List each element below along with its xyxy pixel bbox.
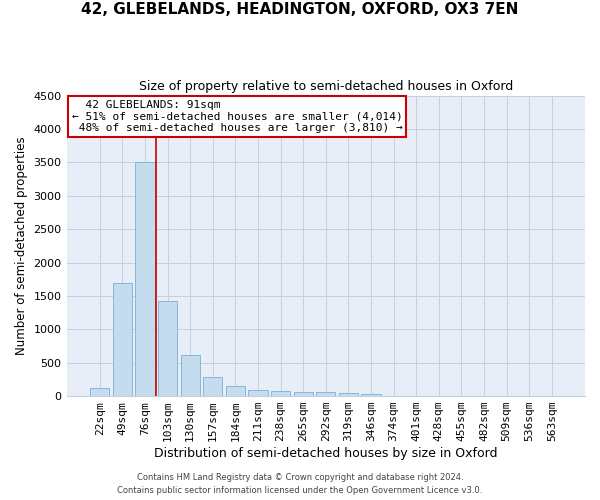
X-axis label: Distribution of semi-detached houses by size in Oxford: Distribution of semi-detached houses by …	[154, 447, 497, 460]
Bar	[339, 394, 358, 396]
Bar	[248, 390, 268, 396]
Bar	[271, 390, 290, 396]
Bar	[316, 392, 335, 396]
Text: 42, GLEBELANDS, HEADINGTON, OXFORD, OX3 7EN: 42, GLEBELANDS, HEADINGTON, OXFORD, OX3 …	[82, 2, 518, 18]
Bar	[361, 394, 380, 396]
Y-axis label: Number of semi-detached properties: Number of semi-detached properties	[15, 136, 28, 355]
Bar	[90, 388, 109, 396]
Bar	[203, 376, 223, 396]
Bar	[113, 282, 132, 396]
Text: 42 GLEBELANDS: 91sqm
← 51% of semi-detached houses are smaller (4,014)
 48% of s: 42 GLEBELANDS: 91sqm ← 51% of semi-detac…	[72, 100, 403, 134]
Bar	[293, 392, 313, 396]
Bar	[181, 356, 200, 396]
Bar	[226, 386, 245, 396]
Text: Contains HM Land Registry data © Crown copyright and database right 2024.
Contai: Contains HM Land Registry data © Crown c…	[118, 474, 482, 495]
Title: Size of property relative to semi-detached houses in Oxford: Size of property relative to semi-detach…	[139, 80, 513, 93]
Bar	[158, 300, 177, 396]
Bar	[136, 162, 155, 396]
